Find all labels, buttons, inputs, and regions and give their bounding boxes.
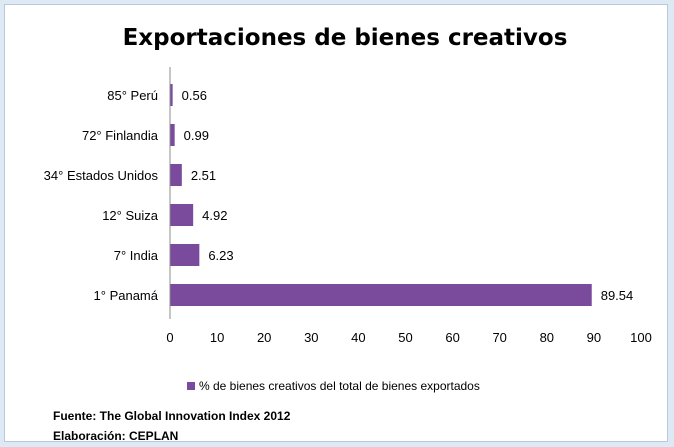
bar	[170, 204, 194, 226]
category-label: 1° Panamá	[94, 288, 159, 303]
x-tick-label: 60	[445, 330, 459, 345]
category-label: 34° Estados Unidos	[44, 168, 159, 183]
credit-note: Elaboración: CEPLAN	[53, 429, 179, 443]
chart-title: Exportaciones de bienes creativos	[123, 25, 568, 51]
legend: % de bienes creativos del total de biene…	[187, 379, 480, 393]
bar	[170, 164, 182, 186]
x-tick-label: 30	[304, 330, 318, 345]
x-tick-label: 90	[587, 330, 601, 345]
x-tick-label: 10	[210, 330, 224, 345]
data-label: 2.51	[191, 168, 216, 183]
category-label: 85° Perú	[107, 88, 158, 103]
legend-swatch	[187, 382, 195, 390]
x-tick-label: 20	[257, 330, 271, 345]
bar-chart: Exportaciones de bienes creativos 85° Pe…	[44, 25, 652, 393]
legend-label: % de bienes creativos del total de biene…	[199, 379, 480, 393]
bar	[170, 84, 173, 106]
x-tick-label: 0	[166, 330, 173, 345]
bar	[170, 244, 200, 266]
x-tick-label: 50	[398, 330, 412, 345]
data-label: 89.54	[601, 288, 634, 303]
bar	[170, 124, 175, 146]
x-tick-label: 80	[540, 330, 554, 345]
data-label: 0.99	[184, 128, 209, 143]
data-label: 4.92	[202, 208, 227, 223]
x-tick-label: 70	[492, 330, 506, 345]
x-tick-label: 100	[630, 330, 652, 345]
x-tick-label: 40	[351, 330, 365, 345]
chart-frame: Exportaciones de bienes creativos 85° Pe…	[4, 4, 668, 443]
category-label: 72° Finlandia	[82, 128, 159, 143]
category-label: 12° Suiza	[102, 208, 159, 223]
bar	[170, 284, 592, 306]
category-label: 7° India	[114, 248, 159, 263]
data-label: 0.56	[182, 88, 207, 103]
data-label: 6.23	[208, 248, 233, 263]
source-note: Fuente: The Global Innovation Index 2012	[53, 409, 291, 423]
